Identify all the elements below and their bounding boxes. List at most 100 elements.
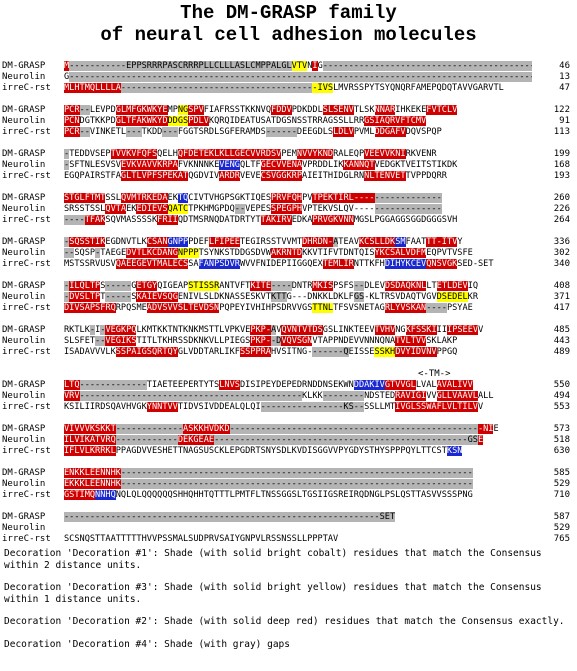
- residue-segment: PKP-: [250, 325, 272, 335]
- residue-segment: TVLTVV: [395, 336, 427, 346]
- residue-segment: IVGLSSWAFLVLTILV: [395, 402, 478, 412]
- residue-segment: ETGY: [136, 281, 158, 291]
- residue-segment: TEGIRSSTVVMT: [239, 237, 303, 247]
- residue-segment: --: [64, 248, 75, 258]
- sequence-residues: ----TFAKSQVMASSSSKFRIIQDTMSRNQDATDRTYTTA…: [64, 215, 532, 226]
- residue-segment: VIVVVKSKKT: [64, 424, 116, 434]
- residue-segment: TITLTKHRSSDKNKVLLPIEGS: [136, 336, 251, 346]
- residue-segment: SPEGPH: [271, 204, 303, 214]
- residue-segment: TEAV: [338, 237, 359, 247]
- residue-segment: DISIPEYDEPEDRNDDNSEKWN: [239, 380, 354, 390]
- sequence-position: 573: [553, 424, 570, 434]
- residue-segment: TLSK: [353, 105, 375, 115]
- sequence-position: 489: [553, 347, 570, 357]
- alignment-row: irreC-rst DIVSAPSFRQRPQSMEADVSVVSLTEVDSNP…: [0, 303, 577, 314]
- alignment-row: Neurolin ILVIKATVRQ------------DEKGEAE---…: [0, 435, 577, 446]
- sequence-name: irreC-rst: [2, 534, 51, 544]
- residue-segment: TVVKVFQFS: [110, 149, 158, 159]
- sequence-residues: --SQSP-TAEGEDVTLKCDANGNPPPTSYNKSTDDGSDVW…: [64, 248, 532, 259]
- residue-segment: ------Q: [312, 347, 349, 357]
- residue-segment: VTAPPNDEVVNNNQNA: [312, 336, 396, 346]
- alignment-block: DM-GRASP VIVVVKSKKT-------------ASKKHVDKD…: [0, 424, 577, 457]
- alignment-block: DM-GRASP -ILQLTPS-----GETGYQIGEAPSTISSRAN…: [0, 281, 577, 314]
- sequence-name: irreC-rst: [2, 490, 51, 500]
- residue-segment: TEMLIR: [322, 259, 354, 269]
- alignment-row: irreC-rst GSTIMQNNHQNQLQLQQQQQQSHHQHHTQTT…: [0, 490, 577, 501]
- residue-segment: FVKNNNKE: [177, 160, 220, 170]
- alignment-row: Neurolin PCNDGTKKPDGLTFAKWKYDDDGSPDLVKQRQ…: [0, 116, 577, 127]
- legend-decoration-3: Decoration 'Decoration #3': Shade (with …: [4, 582, 542, 605]
- residue-segment: -------------: [115, 424, 184, 434]
- sequence-position: 264: [553, 215, 570, 225]
- residue-segment: RKVENR: [405, 149, 437, 159]
- residue-segment: GLTLVPFSPEKAT: [120, 171, 189, 181]
- residue-segment: LNVS: [219, 380, 240, 390]
- residue-segment: SSPAIGSQRTQY: [115, 347, 178, 357]
- residue-segment: PQPEYIVHIHPSDRVVGS: [219, 303, 313, 313]
- residue-segment: SQSSTIK: [69, 237, 106, 247]
- sequence-residues: GSTIMQNNHQNQLQLQQQQQQSHHQHHTQTTTLPMTFLTN…: [64, 490, 532, 501]
- residue-segment: KAIEVSQG: [136, 292, 178, 302]
- residue-segment: ----------------------------------------…: [120, 468, 473, 478]
- residue-segment: KANNQT: [343, 160, 375, 170]
- residue-segment: AIEITHIDGLRN: [302, 171, 365, 181]
- residue-segment: -: [64, 237, 70, 247]
- residue-segment: --: [234, 204, 246, 214]
- residue-segment: KSN: [446, 446, 463, 456]
- residue-segment: DDGAFV: [374, 127, 406, 137]
- residue-segment: TAKIRV: [260, 215, 292, 225]
- sequence-residues: PCR--LEVPDGLMFGKWKYEMPNGSPVFIAFRSSTKKNVQ…: [64, 105, 532, 116]
- alignment-row: irreC-rst ----TFAKSQVMASSSSKFRIIQDTMSRNQD…: [0, 215, 577, 226]
- residue-segment: ----------------------------------------…: [120, 479, 473, 489]
- sequence-residues: DIVSAPSFRQRPQSMEADVSVVSLTEVDSNPQPEYIVHIH…: [64, 303, 532, 314]
- sequence-residues: G---------------------------------------…: [64, 72, 532, 83]
- sequence-residues: MSTSSRVUSVQAEEGEVTMALECSSAFANPSDVRWVVFNI…: [64, 259, 532, 270]
- sequence-position: 302: [553, 248, 570, 258]
- residue-segment: STISSR: [188, 281, 220, 291]
- residue-segment: MP: [167, 105, 178, 115]
- residue-segment: IPSEEV: [447, 325, 479, 335]
- sequence-position: 529: [553, 479, 570, 489]
- residue-segment: -: [64, 160, 70, 170]
- residue-segment: NG: [395, 325, 406, 335]
- sequence-name: irreC-rst: [2, 83, 51, 93]
- block-spacer: [0, 413, 577, 424]
- residue-segment: RLYVSKAN: [384, 303, 427, 313]
- residue-segment: I: [95, 325, 101, 335]
- sequence-residues: VIVVVKSKKT-------------ASKKHVDKD--------…: [64, 424, 532, 435]
- sequence-name: irreC-rst: [2, 215, 51, 225]
- sequence-position: 47: [559, 83, 570, 93]
- residue-segment: RAVIGI: [395, 391, 427, 401]
- sequence-name: Neurolin: [2, 435, 46, 445]
- residue-segment: PCR: [64, 105, 80, 115]
- sequence-name: irreC-rst: [2, 171, 51, 181]
- sequence-name: Neurolin: [2, 160, 46, 170]
- sequence-residues: PCNDGTKKPDGLTFAKWKYDDDGSPDLVKQRQIDEATUSA…: [64, 116, 532, 127]
- residue-segment: PPGQ: [436, 347, 458, 357]
- residue-segment: --: [95, 336, 106, 346]
- sequence-residues: EGQPAIRSTFAGLTLVPFSPEKATQGDVIVARDRVEVECS…: [64, 171, 532, 182]
- sequence-name: Neurolin: [2, 523, 46, 533]
- residue-segment: EQPVTVSFE: [426, 248, 473, 258]
- residue-segment: STGLFTMT: [64, 193, 106, 203]
- residue-segment: PV: [302, 193, 313, 203]
- residue-segment: LFIPEE: [208, 237, 240, 247]
- sequence-residues: SLSFET--VEGIKSTITLTKHRSSDKNKVLLPIEGSPKP-…: [64, 336, 532, 347]
- residue-segment: --------: [322, 391, 365, 401]
- residue-segment: ILQLTP: [69, 281, 101, 291]
- residue-segment: --: [353, 281, 365, 291]
- residue-segment: IFLVLKRRKL: [64, 446, 116, 456]
- residue-segment: N: [307, 61, 313, 71]
- residue-segment: QIGEAP: [157, 281, 189, 291]
- residue-segment: EDIEVS: [136, 204, 168, 214]
- legend-decoration-4: Decoration 'Decoration #4': Shade (with …: [4, 638, 290, 650]
- residue-segment: KCSLLDK: [359, 237, 396, 247]
- sequence-position: 46: [559, 61, 570, 71]
- alignment-row: DM-GRASP -TEDDVSEPTVVKVFQFSQELHQFDETEKLKL…: [0, 149, 577, 160]
- block-spacer: [0, 94, 577, 105]
- residue-segment: -: [64, 292, 70, 302]
- tm-domain-label: <-TM->: [418, 369, 451, 379]
- residue-segment: FDDV: [271, 105, 292, 115]
- sequence-position: 443: [553, 336, 570, 346]
- residue-segment: ISADAVVVLK: [64, 347, 116, 357]
